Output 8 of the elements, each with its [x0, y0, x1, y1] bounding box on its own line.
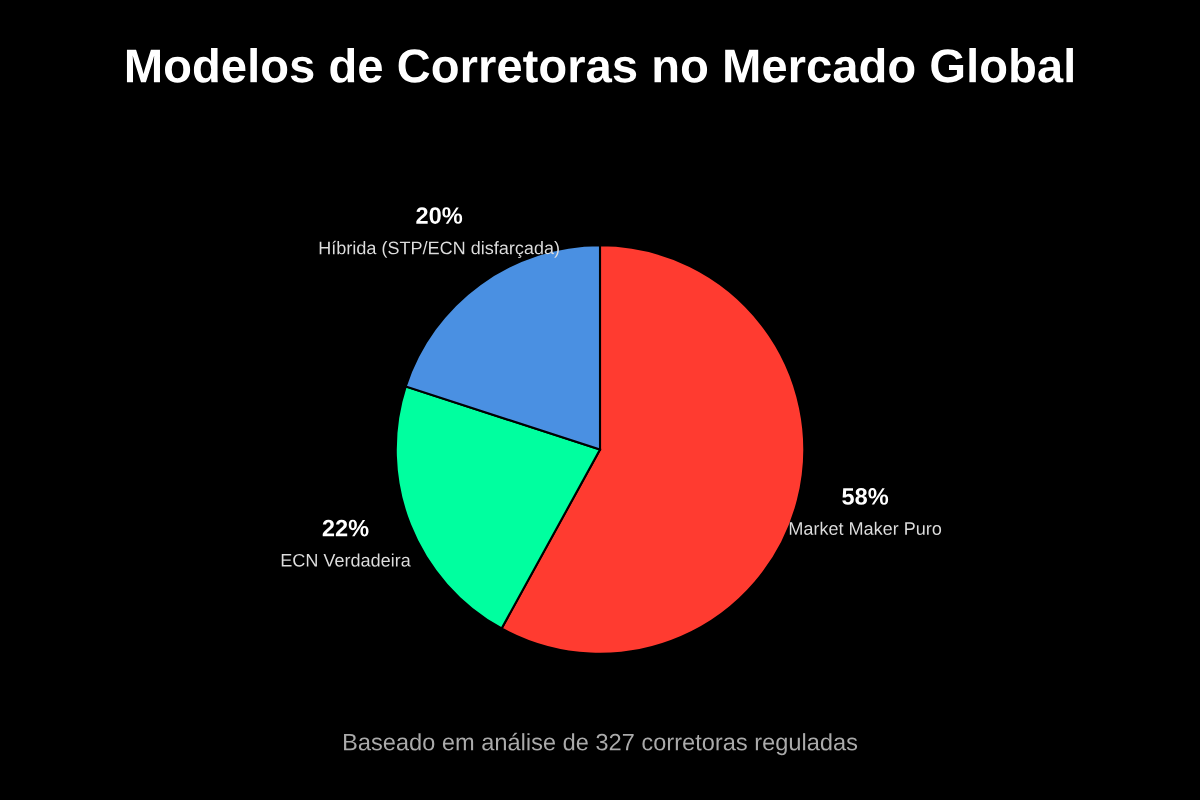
slice-label: Market Maker Puro: [789, 521, 942, 535]
data-label: 58%: [842, 488, 889, 505]
data-label: 22%: [322, 519, 369, 537]
chart-title: Modelos de Corretoras no Mercado Global: [126, 48, 1073, 83]
slice-label: ECN Verdadeira: [281, 553, 411, 567]
slice-label: Híbrida (STP/ECN disfarçada): [319, 240, 559, 258]
data-label: 20%: [416, 207, 463, 224]
text: Baseado em análise de 327 corretoras reguladas: [344, 732, 858, 756]
